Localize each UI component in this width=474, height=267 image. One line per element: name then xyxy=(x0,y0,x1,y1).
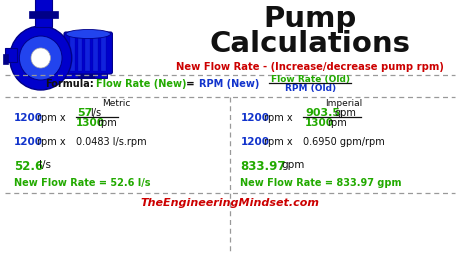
Text: Flow Rate (New): Flow Rate (New) xyxy=(96,79,186,89)
Text: rpm x: rpm x xyxy=(264,137,292,147)
Text: l/s: l/s xyxy=(39,160,51,170)
Bar xyxy=(93,36,98,71)
Text: rpm: rpm xyxy=(327,118,346,128)
Bar xyxy=(78,73,95,78)
Text: rpm: rpm xyxy=(97,118,117,128)
Text: rpm x: rpm x xyxy=(264,113,292,123)
Text: gpm: gpm xyxy=(334,108,356,118)
Circle shape xyxy=(9,26,72,90)
Text: 57: 57 xyxy=(78,108,93,118)
Circle shape xyxy=(31,48,50,68)
Bar xyxy=(35,0,52,27)
Text: 0.6950 gpm/rpm: 0.6950 gpm/rpm xyxy=(303,137,385,147)
Text: 1300: 1300 xyxy=(305,118,334,128)
Text: New Flow Rate - (Increase/decrease pump rpm): New Flow Rate - (Increase/decrease pump … xyxy=(176,62,444,72)
Text: 903.5: 903.5 xyxy=(305,108,340,118)
Bar xyxy=(29,11,58,18)
Text: rpm x: rpm x xyxy=(37,113,65,123)
Text: Pump: Pump xyxy=(264,5,357,33)
Bar xyxy=(78,36,82,71)
Text: 1200: 1200 xyxy=(240,137,269,147)
Text: TheEngineeringMindset.com: TheEngineeringMindset.com xyxy=(140,198,319,208)
Text: New Flow Rate = 52.6 l/s: New Flow Rate = 52.6 l/s xyxy=(14,178,150,188)
Text: Calculations: Calculations xyxy=(210,30,410,58)
Text: 1200: 1200 xyxy=(240,113,269,123)
Text: RPM (New): RPM (New) xyxy=(199,79,259,89)
Text: New Flow Rate = 833.97 gpm: New Flow Rate = 833.97 gpm xyxy=(240,178,402,188)
Circle shape xyxy=(19,36,62,80)
Bar xyxy=(21,73,39,78)
Bar xyxy=(70,36,74,71)
Text: gpm: gpm xyxy=(281,160,304,170)
Bar xyxy=(5,48,18,62)
Text: 0.0483 l/s.rpm: 0.0483 l/s.rpm xyxy=(75,137,146,147)
Bar xyxy=(58,43,68,63)
FancyBboxPatch shape xyxy=(64,32,112,74)
Text: Formula:: Formula: xyxy=(45,79,94,89)
Bar xyxy=(3,54,8,64)
Text: l/s: l/s xyxy=(90,108,101,118)
Bar xyxy=(18,70,107,78)
Text: 1200: 1200 xyxy=(14,113,43,123)
Text: 1200: 1200 xyxy=(14,137,43,147)
Ellipse shape xyxy=(66,29,110,38)
Bar xyxy=(85,36,90,71)
Text: Metric: Metric xyxy=(102,99,130,108)
Text: Flow Rate (Old): Flow Rate (Old) xyxy=(271,75,350,84)
Text: RPM (Old): RPM (Old) xyxy=(284,84,336,93)
Bar xyxy=(101,36,106,71)
Text: 52.6: 52.6 xyxy=(14,160,43,173)
Text: rpm x: rpm x xyxy=(37,137,65,147)
Text: 833.97: 833.97 xyxy=(240,160,286,173)
Text: Imperial: Imperial xyxy=(326,99,363,108)
Text: 1300: 1300 xyxy=(75,118,105,128)
Text: =: = xyxy=(186,79,194,89)
